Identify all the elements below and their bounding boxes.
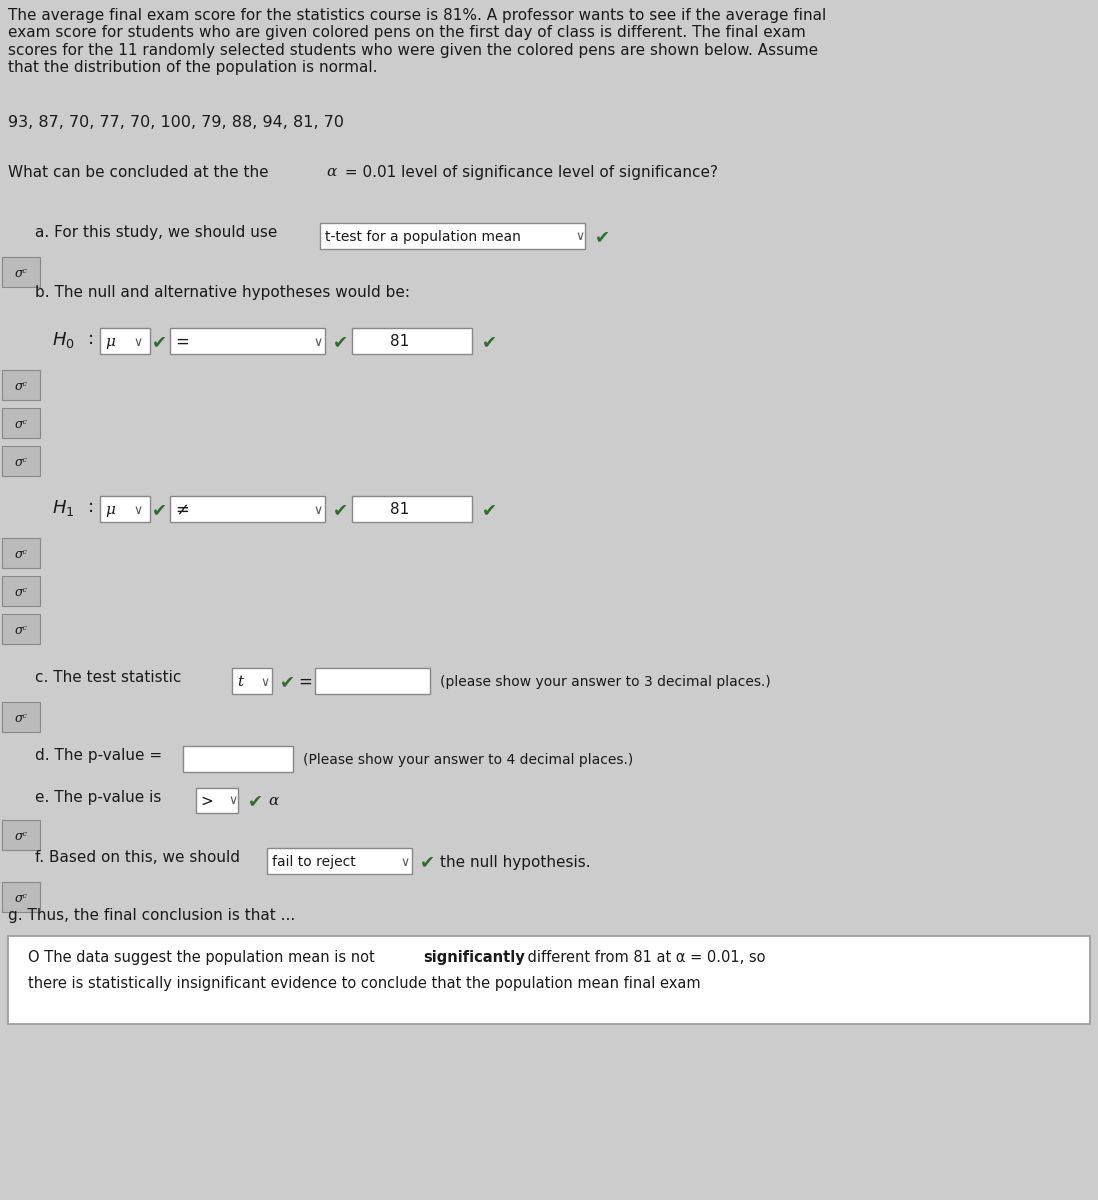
FancyBboxPatch shape [315, 668, 430, 694]
FancyBboxPatch shape [2, 257, 40, 287]
Text: σᶜ: σᶜ [14, 830, 27, 842]
Text: σᶜ: σᶜ [14, 380, 27, 392]
Text: ✔: ✔ [421, 853, 435, 871]
Text: ✔: ✔ [280, 673, 295, 691]
Text: >: > [200, 793, 213, 809]
Text: ≠: ≠ [175, 502, 189, 518]
Text: What can be concluded at the the: What can be concluded at the the [8, 164, 273, 180]
Text: The average final exam score for the statistics course is 81%. A professor wants: The average final exam score for the sta… [8, 8, 827, 76]
Text: different from 81 at α = 0.01, so: different from 81 at α = 0.01, so [523, 950, 765, 965]
FancyBboxPatch shape [352, 496, 472, 522]
Text: σᶜ: σᶜ [14, 548, 27, 560]
FancyBboxPatch shape [100, 328, 150, 354]
Text: σᶜ: σᶜ [14, 266, 27, 280]
Text: b. The null and alternative hypotheses would be:: b. The null and alternative hypotheses w… [35, 284, 410, 300]
Text: O The data suggest the population mean is not: O The data suggest the population mean i… [29, 950, 380, 965]
FancyBboxPatch shape [2, 538, 40, 568]
FancyBboxPatch shape [183, 746, 293, 772]
FancyBboxPatch shape [100, 496, 150, 522]
Text: ✔: ✔ [333, 502, 348, 518]
Text: α: α [268, 794, 278, 808]
Text: ∨: ∨ [400, 856, 410, 869]
Text: ∨: ∨ [260, 676, 269, 689]
Text: $H_1$: $H_1$ [52, 498, 75, 518]
FancyBboxPatch shape [2, 408, 40, 438]
Text: μ: μ [105, 503, 115, 517]
FancyBboxPatch shape [2, 614, 40, 644]
Text: ✔: ✔ [482, 332, 497, 350]
Text: α: α [326, 164, 336, 179]
FancyBboxPatch shape [8, 936, 1090, 1024]
FancyBboxPatch shape [197, 788, 238, 814]
Text: f. Based on this, we should: f. Based on this, we should [35, 850, 240, 865]
Text: ∨: ∨ [228, 794, 237, 808]
Text: fail to reject: fail to reject [272, 854, 356, 869]
Text: ✔: ✔ [248, 792, 264, 810]
FancyBboxPatch shape [2, 882, 40, 912]
Text: σᶜ: σᶜ [14, 892, 27, 905]
Text: :: : [88, 330, 94, 348]
FancyBboxPatch shape [2, 576, 40, 606]
FancyBboxPatch shape [2, 820, 40, 850]
FancyBboxPatch shape [2, 446, 40, 476]
Text: ✔: ✔ [152, 332, 167, 350]
Text: ∨: ∨ [313, 504, 322, 516]
Text: (please show your answer to 3 decimal places.): (please show your answer to 3 decimal pl… [440, 674, 771, 689]
Text: t-test for a population mean: t-test for a population mean [325, 230, 520, 244]
Text: ✔: ✔ [333, 332, 348, 350]
Text: d. The p-value =: d. The p-value = [35, 748, 163, 763]
Text: ∨: ∨ [313, 336, 322, 348]
Text: = 0.01 level of significance level of significance?: = 0.01 level of significance level of si… [340, 164, 718, 180]
Text: a. For this study, we should use: a. For this study, we should use [35, 226, 278, 240]
Text: =: = [298, 673, 312, 691]
Text: there is statistically insignificant evidence to conclude that the population me: there is statistically insignificant evi… [29, 976, 701, 991]
Text: μ: μ [105, 335, 115, 349]
FancyBboxPatch shape [2, 370, 40, 400]
FancyBboxPatch shape [320, 223, 585, 248]
Text: σᶜ: σᶜ [14, 624, 27, 637]
Text: σᶜ: σᶜ [14, 712, 27, 725]
Text: the null hypothesis.: the null hypothesis. [440, 854, 591, 870]
FancyBboxPatch shape [267, 848, 412, 874]
Text: (Please show your answer to 4 decimal places.): (Please show your answer to 4 decimal pl… [303, 754, 634, 767]
Text: :: : [88, 498, 94, 516]
Text: =: = [175, 332, 189, 350]
Text: ✔: ✔ [482, 502, 497, 518]
Text: significantly: significantly [423, 950, 525, 965]
Text: ∨: ∨ [133, 504, 142, 516]
FancyBboxPatch shape [170, 496, 325, 522]
Text: ✔: ✔ [595, 228, 610, 246]
FancyBboxPatch shape [352, 328, 472, 354]
Text: ✔: ✔ [152, 502, 167, 518]
Text: ∨: ∨ [575, 230, 584, 244]
Text: 93, 87, 70, 77, 70, 100, 79, 88, 94, 81, 70: 93, 87, 70, 77, 70, 100, 79, 88, 94, 81,… [8, 115, 344, 130]
Text: σᶜ: σᶜ [14, 586, 27, 599]
Text: ∨: ∨ [133, 336, 142, 348]
FancyBboxPatch shape [170, 328, 325, 354]
Text: 81: 81 [391, 503, 410, 517]
Text: 81: 81 [391, 335, 410, 349]
Text: c. The test statistic: c. The test statistic [35, 670, 181, 685]
Text: σᶜ: σᶜ [14, 456, 27, 469]
Text: e. The p-value is: e. The p-value is [35, 790, 161, 805]
Text: σᶜ: σᶜ [14, 418, 27, 431]
FancyBboxPatch shape [232, 668, 272, 694]
Text: t: t [237, 674, 243, 689]
FancyBboxPatch shape [2, 702, 40, 732]
Text: g. Thus, the final conclusion is that ...: g. Thus, the final conclusion is that ..… [8, 908, 295, 923]
Text: $H_0$: $H_0$ [52, 330, 75, 350]
